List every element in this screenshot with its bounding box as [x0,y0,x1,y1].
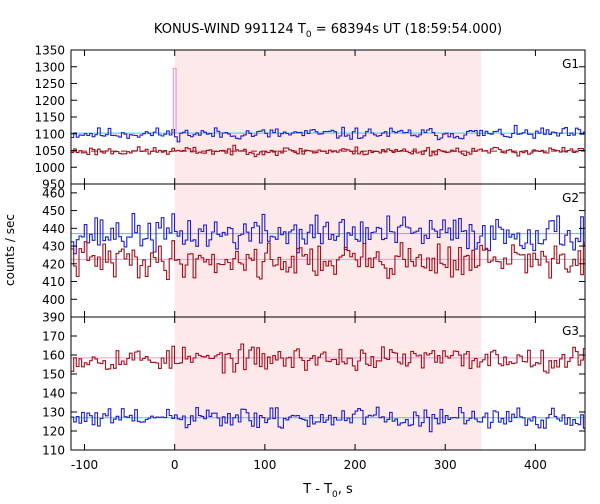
x-tick-label: 400 [524,458,547,472]
series-blue-step [71,213,585,255]
panel-label-g1: G1 [562,57,579,71]
title-main: KONUS-WIND 991124 T [154,22,306,37]
y-tick-label: 140 [42,387,65,401]
xlabel-main: T - T [302,482,332,497]
panel-frame [70,316,586,451]
y-tick-label: 950 [42,178,65,192]
y-tick-label: 390 [42,311,65,325]
x-tick-label: 100 [253,458,276,472]
y-tick-label: 110 [42,444,65,458]
series-pink-spike [172,67,177,134]
panel-g1: 950 1000 1050 1100 1150 1200 1250 1300 1350 G1 [34,44,586,192]
panel-g2: 390 400 410 420 430 440 450 460 G2 [42,183,586,325]
panel-label-g2: G2 [562,191,579,205]
chart-title: KONUS-WIND 991124 T0 = 68394s UT (18:59:… [154,22,502,40]
shaded-interval [174,184,482,317]
series-blue-step [71,406,585,433]
y-tick-label: 420 [42,257,65,271]
series-blue-step [71,124,585,143]
y-tick-label: 450 [42,204,65,218]
y-tick-label: 460 [42,186,65,200]
shaded-interval [174,317,482,450]
xlabel-subscript: 0 [332,490,338,500]
shaded-interval [174,50,482,184]
series-red-step [71,240,585,281]
y-tick-label: 170 [42,330,65,344]
xlabel-rest: , s [338,482,353,497]
y-tick-label: 1050 [34,144,65,158]
series-red-step [71,144,585,158]
y-tick-label: 120 [42,425,65,439]
y-tick-label: 1250 [34,77,65,91]
x-tick-label: 0 [171,458,179,472]
y-axis-label: counts / sec [3,214,17,286]
x-tick-label: -100 [71,458,98,472]
panel-label-g3: G3 [562,324,579,338]
series-red-step [71,343,585,374]
y-tick-label: 1300 [34,60,65,74]
x-axis-label: T - T0, s [302,482,353,500]
x-tick-label: 300 [434,458,457,472]
title-rest: = 68394s UT (18:59:54.000) [312,22,502,37]
title-subscript: 0 [306,30,312,40]
y-tick-label: 400 [42,293,65,307]
y-tick-label: 1200 [34,94,65,108]
panel-g3: 110 120 130 140 150 160 170 G3 [42,316,586,458]
y-tick-label: 410 [42,275,65,289]
y-tick-label: 130 [42,406,65,420]
y-tick-label: 440 [42,222,65,236]
y-tick-label: 1150 [34,111,65,125]
y-tick-label: 430 [42,240,65,254]
y-tick-label: 1000 [34,161,65,175]
x-tick-labels: -100 0 100 200 300 400 [71,458,547,472]
y-tick-label: 150 [42,368,65,382]
x-tick-label: 200 [344,458,367,472]
y-tick-label: 1350 [34,44,65,58]
y-tick-label: 160 [42,349,65,363]
y-tick-label: 1100 [34,127,65,141]
panels-group: 95010001050110011501200125013001350G1390… [34,44,586,472]
